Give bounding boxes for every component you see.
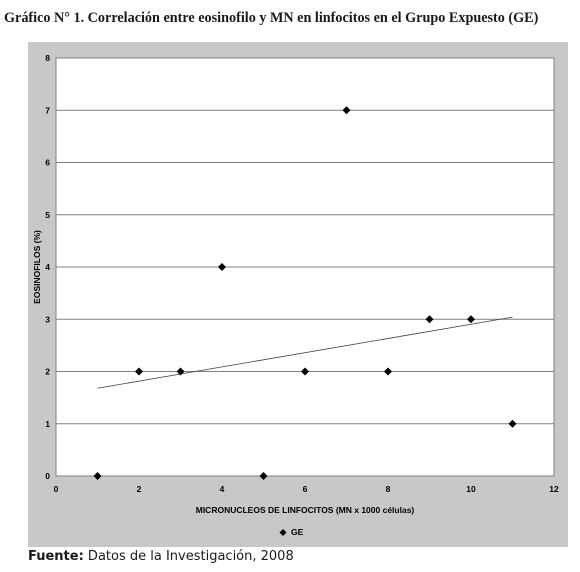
x-tick-label: 8 — [386, 484, 391, 494]
y-tick-label: 7 — [45, 105, 50, 115]
chart-panel: 0 1 2 3 4 5 6 7 8 0 2 4 6 8 10 12 MICRONUCLEOS DE LINFO… — [28, 42, 568, 547]
y-tick-label: 3 — [45, 314, 50, 324]
legend-label: GE — [291, 527, 304, 537]
data-point — [218, 263, 226, 271]
data-point — [93, 472, 102, 480]
data-point — [259, 472, 268, 480]
y-tick-label: 2 — [45, 367, 50, 377]
data-point — [176, 367, 185, 376]
y-axis-label: EOSINOFILOS (%) — [32, 230, 42, 304]
data-point — [425, 315, 434, 324]
y-tick-label: 0 — [45, 471, 50, 481]
x-tick-label: 12 — [549, 484, 559, 494]
data-point — [384, 367, 392, 376]
x-tick-label: 0 — [54, 484, 59, 494]
data-point — [301, 367, 309, 376]
chart-title: Gráfico N° 1. Correlación entre eosinofi… — [4, 10, 539, 26]
y-tick-label: 4 — [45, 262, 50, 272]
x-tick-label: 4 — [220, 484, 225, 494]
source-text: Datos de la Investigación, 2008 — [83, 549, 294, 564]
legend: GE — [279, 527, 304, 537]
data-point — [135, 367, 143, 376]
data-point — [467, 315, 475, 324]
x-tick-label: 10 — [466, 484, 476, 494]
trend-line — [97, 316, 513, 389]
y-tick-label: 1 — [45, 419, 50, 429]
x-axis-label: MICRONUCLEOS DE LINFOCITOS (MN x 1000 cé… — [196, 505, 415, 515]
x-tick-label: 6 — [303, 484, 308, 494]
x-tick-label: 2 — [137, 484, 142, 494]
data-point — [508, 419, 517, 428]
source-note: Fuente: Datos de la Investigación, 2008 — [28, 549, 294, 564]
source-label: Fuente: — [28, 549, 84, 564]
y-tick-label: 8 — [45, 53, 50, 63]
y-tick-label: 5 — [45, 210, 50, 220]
y-tick-label: 6 — [45, 158, 50, 168]
legend-diamond-marker — [279, 529, 287, 536]
data-point — [342, 106, 351, 115]
